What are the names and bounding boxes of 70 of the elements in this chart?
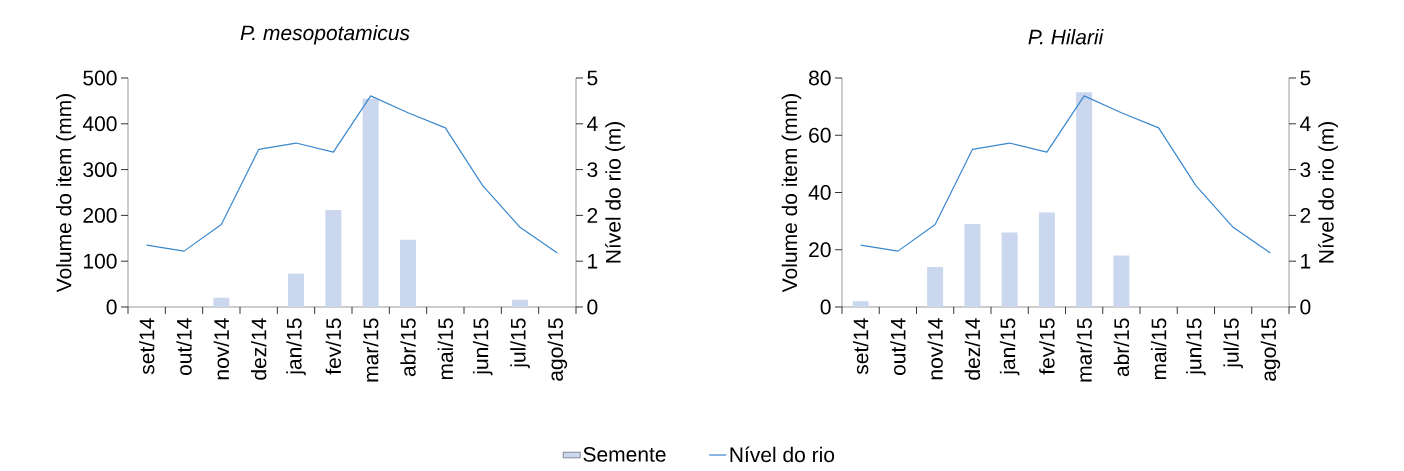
x-tick-label: jun/15 [472, 318, 493, 376]
x-tick-label: abr/15 [400, 318, 416, 377]
line-series [146, 95, 558, 254]
y-tick-label: 0 [820, 299, 831, 315]
x-tick-label: set/14 [852, 318, 869, 375]
y-tick-label: 80 [809, 70, 831, 86]
x-tick-label: nov/14 [927, 318, 943, 380]
x-tick-label: mar/15 [362, 318, 379, 382]
y2-tick-label: 5 [1300, 70, 1311, 86]
y-axis-title: Volume do item (mm) [781, 94, 802, 293]
x-tick-label: out/14 [890, 318, 906, 376]
bar [1038, 212, 1055, 307]
x-tick-label: fev/15 [325, 318, 342, 375]
x-tick-label: mai/15 [437, 318, 454, 380]
y2-tick-label: 5 [587, 70, 598, 86]
bar [852, 301, 869, 307]
legend-label: Semente [583, 446, 666, 462]
y2-tick-label: 3 [1300, 162, 1311, 178]
legend-label: Nível do rio [730, 446, 835, 463]
y2-tick-label: 2 [1300, 208, 1311, 223]
y2-tick-label: 0 [1300, 299, 1311, 315]
x-tick-label: jul/15 [510, 318, 530, 369]
y-tick-label: 0 [106, 299, 117, 315]
x-tick-label: set/14 [138, 318, 155, 375]
x-tick-label: jul/15 [1223, 318, 1243, 369]
bar [964, 223, 981, 307]
y-tick-label: 300 [83, 162, 117, 178]
bar [325, 209, 342, 307]
bar [927, 266, 944, 307]
y2-axis-title: Nível do rio (m) [1318, 122, 1338, 263]
y2-tick-label: 3 [587, 162, 598, 178]
y2-tick-label: 1 [1301, 253, 1311, 269]
chart-title: P. Hilarii [1028, 29, 1104, 45]
bar [1113, 255, 1130, 307]
y-tick-label: 40 [808, 185, 831, 200]
bar [288, 273, 304, 307]
y-tick-label: 200 [83, 207, 117, 223]
x-tick-label: dez/14 [250, 318, 267, 380]
bar [362, 98, 379, 307]
y-tick-label: 400 [82, 116, 117, 132]
y-axis-title: Volume do item (mm) [56, 94, 76, 293]
y2-tick-label: 4 [1300, 116, 1311, 132]
x-tick-label: mar/15 [1076, 318, 1092, 382]
bar [1001, 232, 1018, 307]
chart-title: P. mesopotamicus [240, 24, 410, 45]
y-tick-label: 20 [809, 242, 831, 258]
y-tick-label: 500 [83, 70, 117, 86]
x-tick-label: jun/15 [1186, 318, 1206, 376]
y2-tick-label: 0 [587, 299, 598, 315]
y2-tick-label: 4 [587, 116, 598, 132]
x-tick-label: out/14 [176, 318, 192, 376]
bar [512, 299, 529, 307]
x-tick-label: fev/15 [1039, 318, 1055, 375]
line-series [860, 95, 1271, 254]
y2-tick-label: 2 [587, 208, 598, 223]
x-tick-label: ago/15 [1260, 318, 1281, 381]
x-tick-label: nov/14 [213, 318, 230, 380]
y-tick-label: 100 [84, 253, 117, 269]
y-tick-label: 60 [809, 127, 831, 143]
bar [400, 239, 417, 307]
x-tick-label: abr/15 [1113, 318, 1130, 377]
x-tick-label: dez/14 [964, 318, 981, 380]
x-tick-label: mai/15 [1150, 318, 1167, 380]
x-tick-label: jan/15 [999, 318, 1020, 376]
y2-axis-title: Nível do rio (m) [605, 122, 625, 263]
x-tick-label: ago/15 [547, 318, 568, 381]
bar [213, 297, 230, 307]
x-tick-label: jan/15 [286, 318, 306, 376]
bar [1076, 92, 1093, 307]
y2-tick-label: 1 [588, 253, 598, 269]
